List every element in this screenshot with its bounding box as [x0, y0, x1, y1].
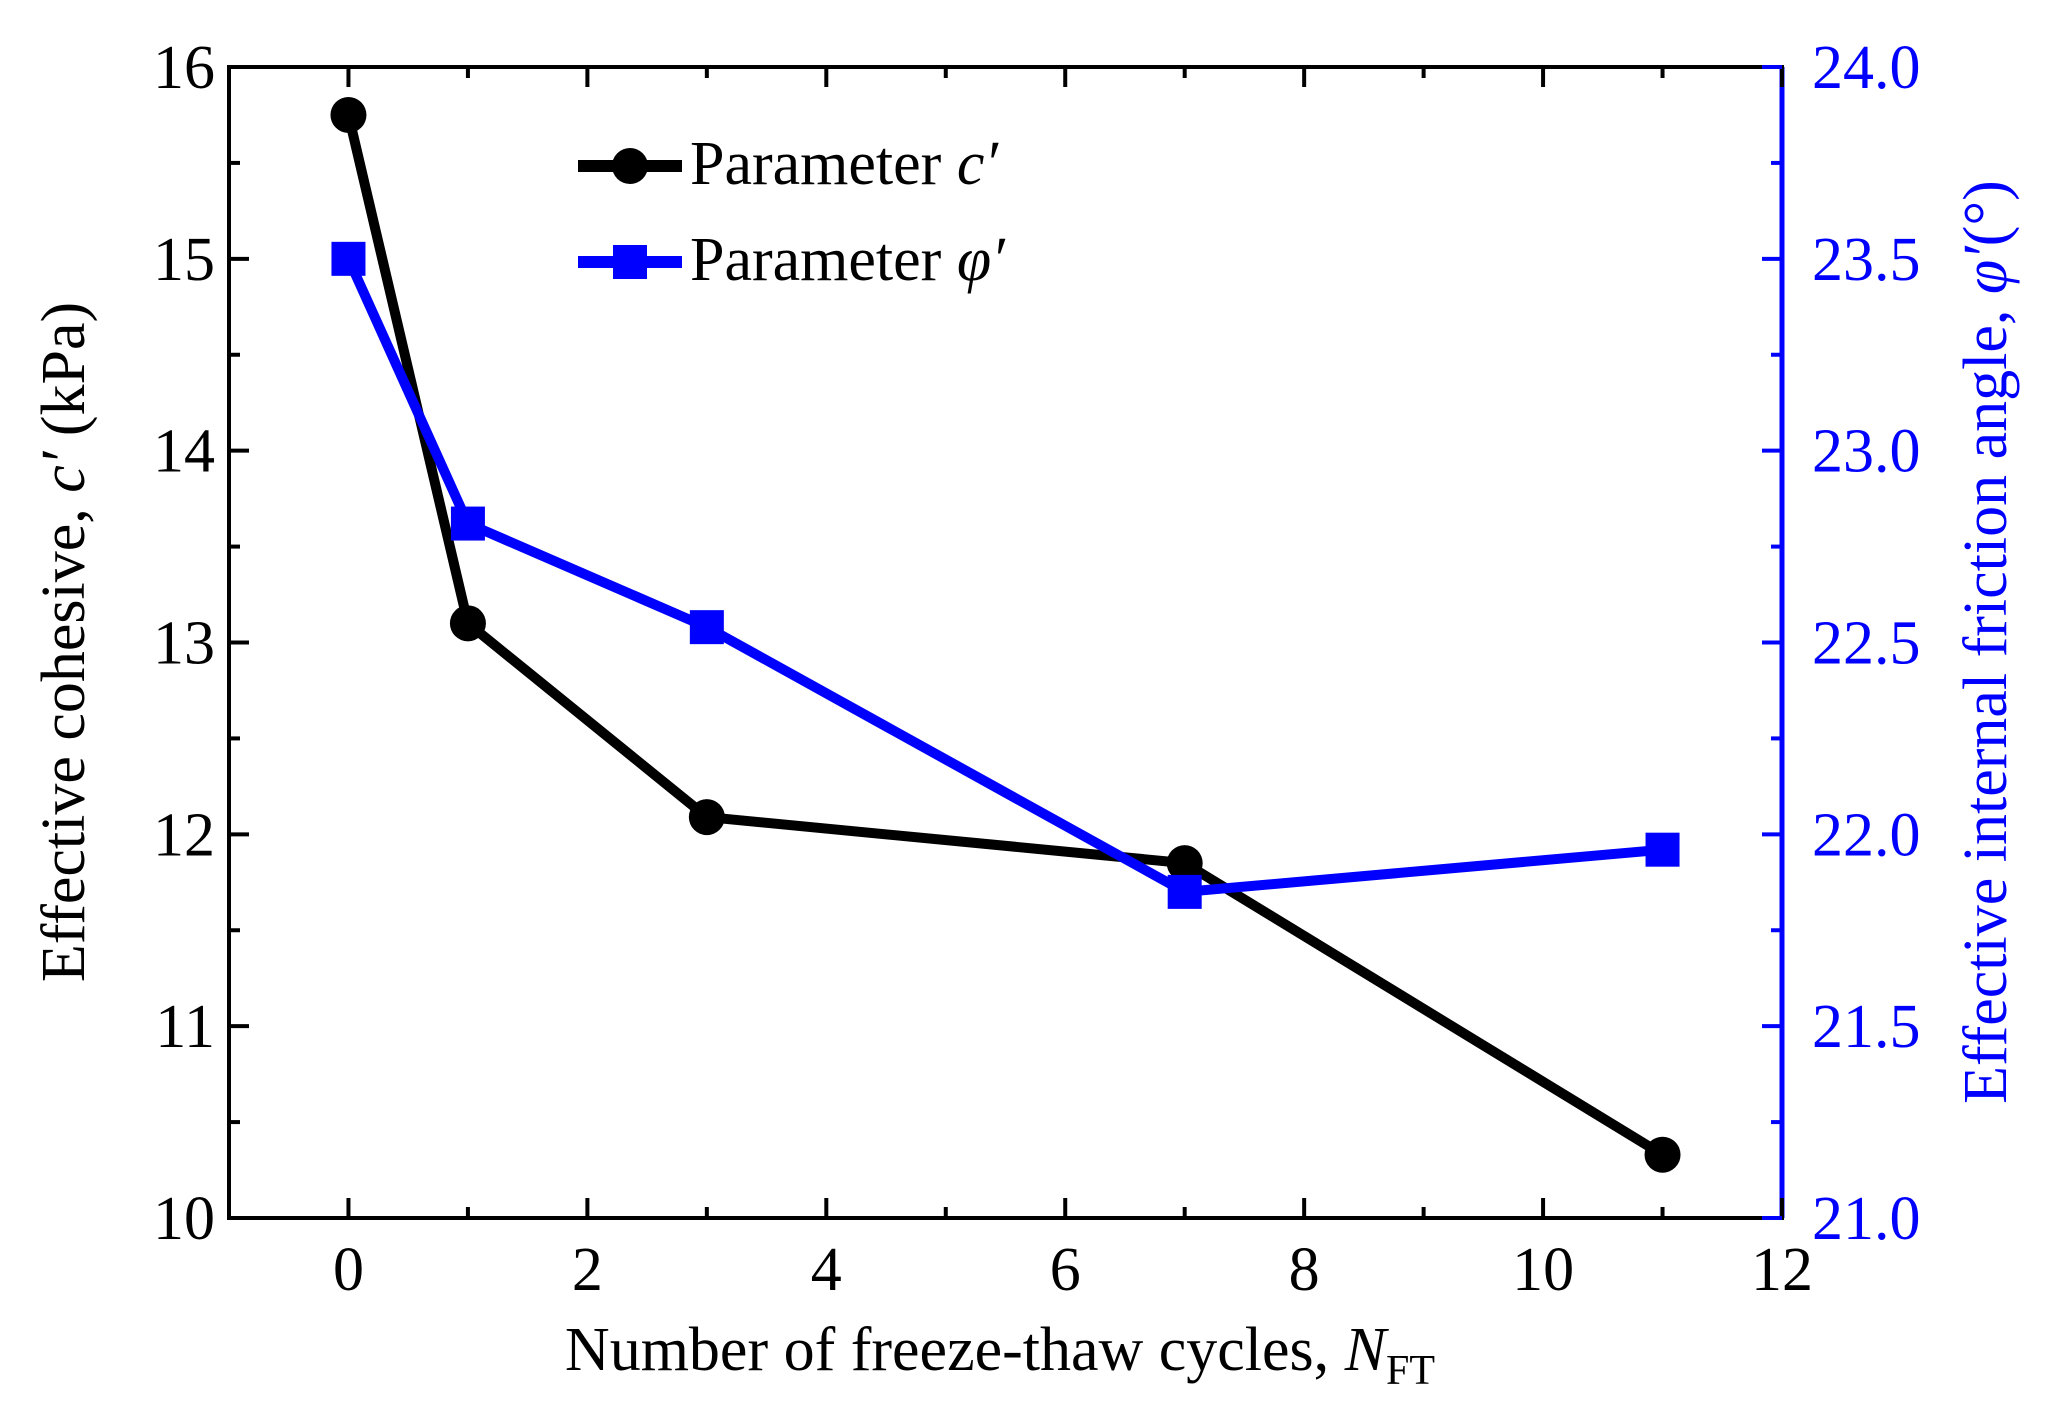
left-axis-title-unit: (kPa) [30, 302, 98, 452]
legend-marker-c [612, 148, 648, 184]
data-point-c [330, 96, 367, 133]
data-point-c [1644, 1136, 1681, 1173]
data-point-c [449, 605, 486, 642]
x-tick-label: 4 [811, 1236, 842, 1304]
data-point-phi [1645, 832, 1680, 867]
legend-label-c-variable: c′ [957, 130, 1000, 198]
x-tick-label: 12 [1751, 1236, 1813, 1304]
right-tick-label: 23.5 [1812, 226, 1921, 294]
data-point-phi [450, 506, 485, 541]
right-axis-title-unit: (°) [1952, 180, 2020, 246]
ticks-layer: 0 2 4 6 8 10 12 10 11 12 13 14 15 16 21.0 21.5 22.0 22.5 2… [153, 34, 1921, 1304]
data-point-phi [1167, 874, 1202, 909]
x-axis-title: Number of freeze-thaw cycles, NFT [565, 1316, 1435, 1394]
legend: Parameter c′ Parameter φ′ [578, 130, 1006, 294]
series-layer [330, 96, 1681, 1173]
left-tick-label: 15 [153, 226, 215, 294]
x-tick-label: 0 [333, 1236, 364, 1304]
left-tick-label: 13 [153, 610, 215, 678]
right-tick-label: 22.0 [1812, 801, 1921, 869]
legend-marker-phi [613, 245, 647, 279]
x-tick-label: 8 [1289, 1236, 1320, 1304]
x-tick-label: 6 [1050, 1236, 1081, 1304]
legend-label-c-text: Parameter [690, 130, 957, 198]
right-tick-label: 21.5 [1812, 993, 1921, 1061]
left-tick-label: 12 [153, 801, 215, 869]
left-tick-label: 11 [155, 993, 215, 1061]
right-tick-label: 24.0 [1812, 34, 1921, 102]
left-axis-title-main: Effective cohesive, [30, 493, 98, 982]
left-axis-title-variable: c′ [30, 450, 98, 493]
x-axis-title-main: Number of freeze-thaw cycles, [565, 1316, 1345, 1384]
right-axis-title: Effective internal friction angle, φ′(°) [1952, 180, 2020, 1104]
right-tick-label: 21.0 [1812, 1185, 1921, 1253]
x-axis-title-variable: N [1344, 1316, 1390, 1384]
series-line-phi [343, 256, 1663, 897]
left-axis-title: Effective cohesive, c′ (kPa) [30, 302, 98, 982]
legend-label-phi-text: Parameter [690, 226, 957, 294]
x-tick-label: 10 [1512, 1236, 1574, 1304]
series-line-c [343, 113, 1666, 1159]
right-axis-title-main: Effective internal friction angle, [1952, 294, 2020, 1104]
data-point-phi [689, 610, 724, 645]
legend-label-phi: Parameter φ′ [690, 226, 1006, 294]
right-axis-title-variable: φ′ [1952, 245, 2020, 294]
legend-label-c: Parameter c′ [690, 130, 999, 198]
left-tick-label: 10 [153, 1185, 215, 1253]
left-tick-label: 14 [153, 418, 215, 486]
x-axis-title-subscript: FT [1386, 1348, 1435, 1394]
x-tick-label: 2 [572, 1236, 603, 1304]
data-point-c [1166, 845, 1203, 882]
legend-label-phi-variable: φ′ [957, 226, 1006, 294]
data-point-phi [331, 241, 366, 276]
plot-frame [227, 65, 1784, 1220]
data-point-c [688, 799, 725, 836]
left-tick-label: 16 [153, 34, 215, 102]
right-tick-label: 23.0 [1812, 418, 1921, 486]
right-tick-label: 22.5 [1812, 610, 1921, 678]
